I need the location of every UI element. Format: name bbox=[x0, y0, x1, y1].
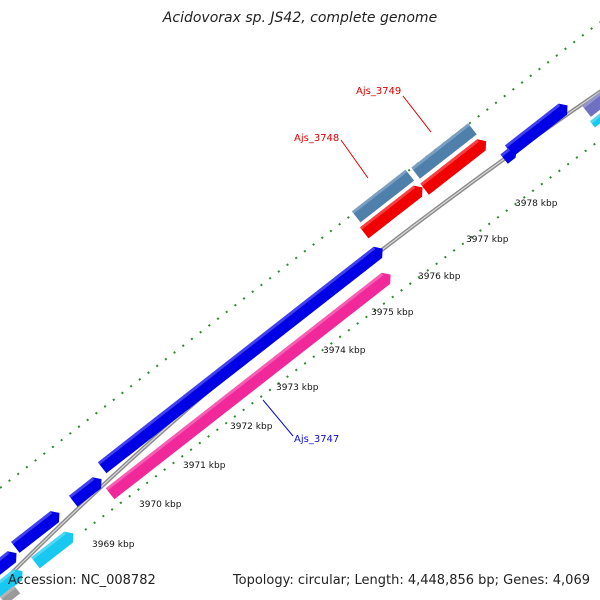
tick-label-3978: 3978 kbp bbox=[515, 199, 558, 209]
gene-label-ajs-3747[interactable]: Ajs_3747 bbox=[294, 434, 339, 445]
tick-label-3975: 3975 kbp bbox=[371, 308, 414, 318]
gene-small-blue-2-highlight bbox=[11, 511, 53, 545]
gene-small-blue-3 bbox=[0, 551, 17, 575]
gene-purple-edge bbox=[582, 91, 600, 117]
gene-label-ajs-3749[interactable]: Ajs_3749 bbox=[356, 86, 401, 97]
gene-ajs-3748-red-highlight bbox=[359, 185, 416, 230]
gene-ajs-3749 bbox=[411, 123, 477, 179]
map-title: Acidovorax sp. JS42, complete genome bbox=[162, 10, 438, 26]
tick-label-3976: 3976 kbp bbox=[418, 272, 461, 282]
gene-features bbox=[0, 91, 600, 600]
accession-text: Accession: NC_008782 bbox=[8, 573, 156, 588]
gene-cyan-2-highlight bbox=[0, 569, 16, 584]
gene-ajs-3747-blue-highlight bbox=[97, 246, 376, 465]
gene-grey-1 bbox=[0, 585, 21, 600]
gene-ajs-3749-highlight bbox=[411, 123, 470, 170]
gene-blue-right-small bbox=[500, 148, 517, 164]
tick-label-3971: 3971 kbp bbox=[183, 461, 226, 471]
gene-ajs-3749-red-highlight bbox=[420, 139, 479, 186]
gene-ajs-3748-red bbox=[359, 185, 423, 239]
tick-label-3969: 3969 kbp bbox=[92, 540, 135, 550]
ajs-3747-leader-line bbox=[262, 399, 294, 437]
gene-ajs-3749-red bbox=[420, 139, 487, 195]
gene-purple-edge-highlight bbox=[582, 91, 600, 109]
gene-small-blue-3-highlight bbox=[0, 551, 10, 561]
gene-ajs-3747-magenta bbox=[105, 272, 391, 500]
gene-cyan-1 bbox=[31, 531, 74, 569]
gene-cyan-edge-highlight bbox=[590, 113, 600, 124]
gene-blue-right-small-highlight bbox=[500, 148, 511, 157]
gene-ajs-3747-magenta-highlight bbox=[105, 272, 384, 491]
gene-cyan-edge bbox=[590, 113, 600, 128]
gene-cyan-2 bbox=[0, 569, 23, 598]
gene-small-blue-1-highlight bbox=[68, 477, 95, 499]
tick-label-3970: 3970 kbp bbox=[139, 500, 182, 510]
gene-cyan-1-highlight bbox=[31, 531, 67, 560]
genome-summary-text: Topology: circular; Length: 4,448,856 bp… bbox=[232, 573, 590, 588]
gene-blue-right-1 bbox=[504, 103, 568, 157]
gene-grey-1-highlight bbox=[0, 585, 16, 599]
gene-ajs-3748-highlight bbox=[351, 169, 408, 214]
tick-label-3972: 3972 kbp bbox=[230, 422, 273, 432]
coordinate-grid bbox=[0, 21, 600, 531]
gene-ajs-3748 bbox=[351, 169, 415, 223]
ajs-3749-leader-line bbox=[402, 95, 432, 133]
gene-label-ajs-3748[interactable]: Ajs_3748 bbox=[294, 133, 339, 144]
gene-ajs-3747-blue bbox=[97, 246, 383, 474]
ajs-3748-leader-line bbox=[340, 139, 369, 179]
gene-labels: Ajs_3748 Ajs_3749 Ajs_3747 bbox=[262, 86, 432, 445]
tick-label-3974: 3974 kbp bbox=[323, 346, 366, 356]
gene-small-blue-2 bbox=[11, 511, 60, 553]
gene-small-blue-1 bbox=[68, 477, 102, 507]
tick-label-3973: 3973 kbp bbox=[276, 383, 319, 393]
gene-blue-right-1-highlight bbox=[504, 103, 561, 148]
kbp-tick-labels: 3969 kbp 3970 kbp 3971 kbp 3972 kbp 3973… bbox=[92, 199, 558, 550]
tick-label-3977: 3977 kbp bbox=[466, 235, 509, 245]
grid-outer-line bbox=[0, 21, 600, 489]
